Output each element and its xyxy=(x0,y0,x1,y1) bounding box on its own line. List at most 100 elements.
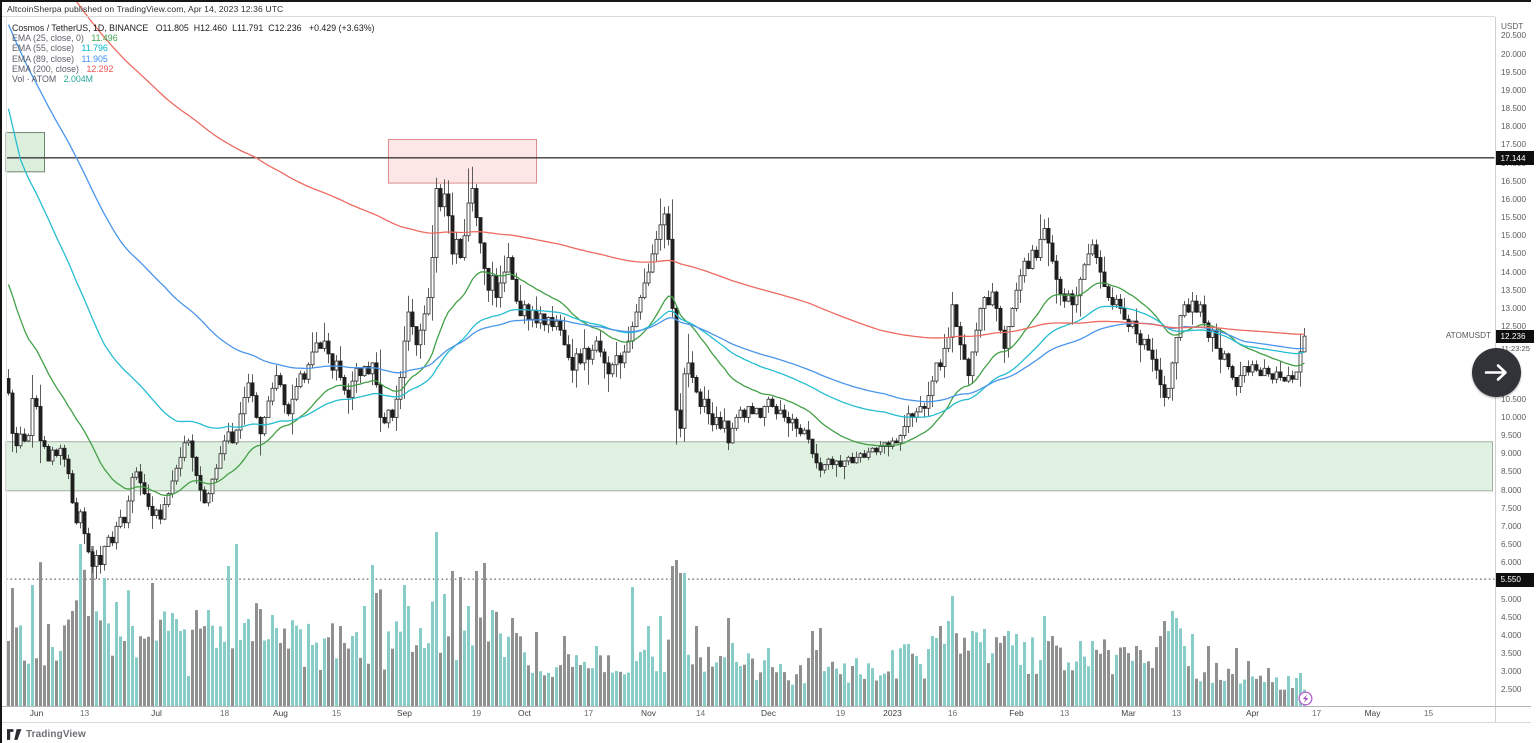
price-tick: 8.000 xyxy=(1501,485,1522,495)
time-axis-bottom-border xyxy=(2,722,1531,723)
indicator-row[interactable]: EMA (200, close) 12.292 xyxy=(12,64,374,74)
ohlc-item: O11.805 xyxy=(155,22,189,33)
indicator-label: EMA (200, close) xyxy=(12,64,79,75)
indicator-label: Vol · ATOM xyxy=(12,74,57,85)
demand_band xyxy=(5,441,1493,492)
ema-55-line xyxy=(7,108,1305,429)
time-tick: 15 xyxy=(1423,708,1434,718)
time-tick: Apr xyxy=(1245,708,1260,718)
chart-legend: Cosmos / TetherUS, 1D, BINANCE O11.805 H1… xyxy=(12,23,374,85)
time-tick: Aug xyxy=(273,708,288,718)
price-tick: 14.500 xyxy=(1501,249,1527,259)
price-tick: 19.500 xyxy=(1501,67,1527,77)
time-tick: 13 xyxy=(79,708,90,718)
change-value: +0.429 (+3.63%) xyxy=(308,22,375,33)
last-price-label: 12.236 xyxy=(1495,329,1534,344)
price-tick: 20.500 xyxy=(1501,31,1527,41)
indicator-value: 2.004M xyxy=(63,74,93,85)
price-tick: 12.500 xyxy=(1501,322,1527,332)
time-tick: 19 xyxy=(835,708,846,718)
price-tick: 8.500 xyxy=(1501,467,1522,477)
price-tick: 18.000 xyxy=(1501,122,1527,132)
ema-25-line xyxy=(7,271,1305,496)
right-arrow-icon xyxy=(1484,364,1507,381)
price-tick: 10.500 xyxy=(1501,394,1527,404)
price-tick: 19.000 xyxy=(1501,85,1527,95)
window-left-border xyxy=(0,0,2,743)
price-tick: 20.000 xyxy=(1501,49,1527,59)
price-tick: 15.500 xyxy=(1501,213,1527,223)
candle-bodies xyxy=(6,188,1307,567)
time-tick: 18 xyxy=(219,708,230,718)
time-tick: Nov xyxy=(641,708,656,718)
price-tick: 5.000 xyxy=(1501,594,1522,604)
candle-wicks xyxy=(8,166,1305,580)
legend-symbol-row[interactable]: Cosmos / TetherUS, 1D, BINANCE O11.805 H1… xyxy=(12,23,374,33)
indicator-row[interactable]: Vol · ATOM 2.004M xyxy=(12,74,374,84)
price-tick: 7.000 xyxy=(1501,521,1522,531)
scroll-to-latest-button[interactable] xyxy=(1472,348,1521,397)
time-axis-separator[interactable] xyxy=(2,706,1531,707)
time-tick: 15 xyxy=(331,708,342,718)
indicator-value: 11.796 xyxy=(81,43,108,54)
indicator-row[interactable]: EMA (55, close) 11.796 xyxy=(12,43,374,53)
indicator-row[interactable]: EMA (25, close, 0) 11.496 xyxy=(12,33,374,43)
symbol-title: Cosmos / TetherUS, 1D, BINANCE xyxy=(12,22,149,33)
time-tick: Jun xyxy=(29,708,44,718)
header-divider xyxy=(2,16,1495,17)
price-tick: 2.500 xyxy=(1501,685,1522,695)
volume-bars xyxy=(7,532,1306,706)
ema-200-line xyxy=(74,0,1305,339)
time-tick: Mar xyxy=(1121,708,1136,718)
tradingview-logo-icon xyxy=(7,728,22,740)
time-tick: 16 xyxy=(947,708,958,718)
time-tick: 13 xyxy=(1059,708,1070,718)
time-tick: 19 xyxy=(471,708,482,718)
price-tick: 15.000 xyxy=(1501,231,1527,241)
price-axis-currency-label: USDT xyxy=(1501,22,1524,31)
dotted-low-price-label: 5.550 xyxy=(1495,572,1534,587)
ohlc-item: H12.460 xyxy=(193,22,228,33)
time-tick: 14 xyxy=(695,708,706,718)
time-tick: 2023 xyxy=(883,708,902,718)
indicator-value: 12.292 xyxy=(86,64,114,75)
time-tick: 13 xyxy=(1171,708,1182,718)
tradingview-attribution[interactable]: TradingView xyxy=(7,727,86,741)
price-tick: 3.500 xyxy=(1501,649,1522,659)
price-tick: 4.000 xyxy=(1501,630,1522,640)
indicator-rows: EMA (25, close, 0) 11.496 EMA (55, close… xyxy=(12,33,374,85)
indicator-value: 11.496 xyxy=(91,32,118,43)
window-top-border xyxy=(0,0,1531,2)
price-tick: 6.500 xyxy=(1501,540,1522,550)
price-tick: 9.000 xyxy=(1501,449,1522,459)
ohlc-item: C12.236 xyxy=(268,22,302,33)
time-tick: 17 xyxy=(1311,708,1322,718)
time-tick: 17 xyxy=(583,708,594,718)
price-tick: 7.500 xyxy=(1501,503,1522,513)
price-tick: 9.500 xyxy=(1501,431,1522,441)
indicator-row[interactable]: EMA (89, close) 11.905 xyxy=(12,54,374,64)
ohlc-item: L11.791 xyxy=(232,22,264,33)
indicator-label: EMA (89, close) xyxy=(12,53,75,64)
time-tick: Jul xyxy=(151,708,162,718)
price-tick: 16.500 xyxy=(1501,176,1527,186)
price-tick: 16.000 xyxy=(1501,194,1527,204)
ohlc-values: O11.805 H12.460 L11.791 C12.236 xyxy=(151,23,302,33)
price-tick: 18.500 xyxy=(1501,104,1527,114)
time-tick: Dec xyxy=(761,708,776,718)
price-tick: 10.000 xyxy=(1501,412,1527,422)
price-tick: 6.000 xyxy=(1501,558,1522,568)
indicator-value: 11.905 xyxy=(81,53,108,64)
price-tick: 13.500 xyxy=(1501,285,1527,295)
published-attribution: AltcoinSherpa published on TradingView.c… xyxy=(7,4,284,14)
idea-lightning-marker xyxy=(1298,691,1313,706)
time-tick: May xyxy=(1364,708,1381,718)
indicator-label: EMA (55, close) xyxy=(12,43,75,54)
price-tick: 17.500 xyxy=(1501,140,1527,150)
supply_box xyxy=(388,138,537,184)
price-tick: 4.500 xyxy=(1501,612,1522,622)
plot-left-edge xyxy=(6,17,7,706)
time-tick: Sep xyxy=(397,708,412,718)
price-tick: 3.000 xyxy=(1501,667,1522,677)
